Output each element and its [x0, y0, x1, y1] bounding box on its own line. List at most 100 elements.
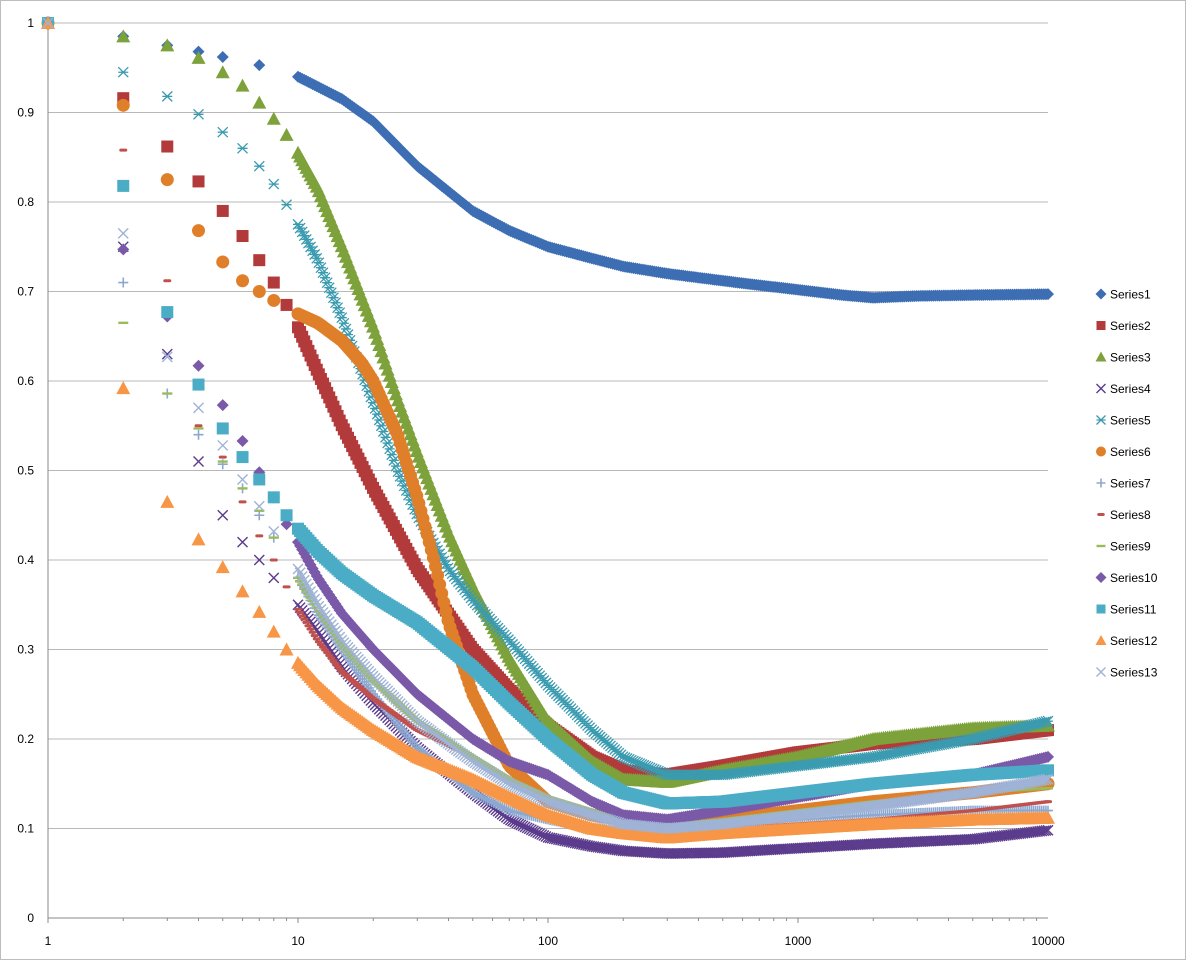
x-tick-label: 100 [538, 934, 558, 948]
y-tick-label: 0.5 [17, 464, 34, 478]
y-tick-label: 0.7 [17, 285, 34, 299]
x-tick-label: 10000 [1031, 934, 1065, 948]
data-point [319, 645, 327, 649]
data-point [296, 611, 305, 615]
data-point [218, 455, 227, 459]
x-tick-label: 1000 [785, 934, 812, 948]
data-point [161, 348, 173, 360]
legend-item: Series4 [1096, 382, 1151, 396]
data-point [192, 359, 205, 372]
data-point [217, 126, 229, 138]
data-point [216, 204, 229, 217]
data-point [237, 536, 249, 548]
data-point [308, 630, 317, 634]
series-series9 [43, 21, 1053, 826]
legend-item: Series12 [1095, 634, 1158, 648]
data-point [540, 830, 552, 842]
series-series11 [42, 17, 1054, 810]
data-point [215, 560, 230, 574]
data-point [235, 78, 250, 92]
data-point [268, 572, 280, 584]
data-point [267, 293, 281, 307]
data-point [217, 460, 228, 463]
y-tick-label: 0.4 [17, 553, 34, 567]
data-point [280, 298, 293, 311]
data-point [161, 306, 174, 319]
data-point [268, 536, 279, 539]
legend-label: Series9 [1110, 540, 1151, 554]
data-point [116, 98, 130, 112]
data-point [191, 532, 206, 546]
legend-label: Series11 [1110, 603, 1157, 617]
data-point [192, 224, 206, 238]
data-point [236, 230, 249, 243]
data-point [118, 277, 129, 288]
data-point [253, 59, 266, 72]
data-point [1095, 288, 1107, 300]
data-point [237, 142, 248, 154]
plot-series [41, 16, 1055, 860]
data-point [1096, 544, 1106, 548]
data-point [1044, 800, 1052, 804]
data-point [321, 648, 330, 652]
data-point [1042, 288, 1054, 301]
y-tick-label: 0.8 [17, 195, 34, 209]
x-tick-label: 1 [45, 934, 52, 948]
data-point [160, 173, 174, 187]
legend-item: Series1 [1095, 288, 1151, 302]
legend-label: Series13 [1110, 666, 1158, 680]
data-point [193, 108, 204, 120]
data-point [236, 434, 249, 447]
y-tick-label: 0.1 [17, 822, 34, 836]
legend-item: Series10 [1095, 571, 1158, 585]
legend-item: Series6 [1096, 445, 1151, 459]
legend-label: Series7 [1110, 477, 1151, 491]
data-point [194, 424, 203, 428]
data-point [117, 66, 129, 78]
data-point [282, 585, 291, 589]
data-point [310, 634, 319, 638]
data-point [161, 140, 174, 153]
legend-item: Series9 [1096, 540, 1151, 554]
data-point [119, 148, 128, 152]
data-point [193, 402, 205, 414]
data-point [193, 456, 205, 468]
y-tick-label: 0.3 [17, 643, 34, 657]
data-point [252, 604, 267, 618]
data-point [1095, 351, 1107, 362]
data-point [117, 243, 130, 256]
data-point [331, 661, 340, 665]
data-point [192, 378, 205, 391]
data-point [117, 179, 130, 192]
data-point [252, 285, 266, 298]
y-tick-label: 1 [27, 16, 34, 30]
data-point [216, 399, 229, 412]
data-point [163, 279, 172, 283]
data-point [236, 451, 249, 464]
axes [47, 21, 1048, 923]
data-point [193, 429, 204, 440]
data-point [116, 381, 131, 395]
series-series6 [41, 16, 1055, 828]
data-point [237, 473, 249, 485]
legend-label: Series1 [1110, 288, 1151, 302]
series-series8 [44, 21, 1052, 830]
data-point [267, 491, 280, 504]
data-point [279, 127, 294, 141]
legend-label: Series3 [1110, 351, 1151, 365]
data-point [304, 624, 313, 628]
data-point [216, 51, 229, 64]
data-point [312, 637, 321, 641]
series-series5 [42, 17, 1054, 781]
data-point [333, 664, 342, 668]
data-point [1097, 513, 1105, 516]
y-tick-label: 0 [27, 911, 34, 925]
data-point [191, 50, 206, 64]
data-point [268, 178, 280, 190]
data-point [280, 509, 293, 522]
data-point [1096, 478, 1106, 488]
data-point [255, 534, 264, 538]
y-tick-label: 0.9 [17, 106, 34, 120]
